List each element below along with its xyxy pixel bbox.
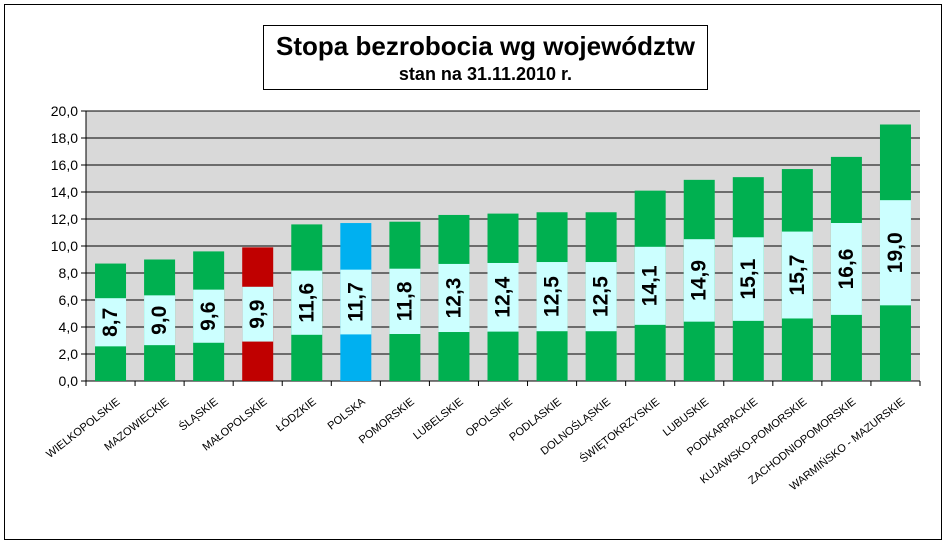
chart-subtitle: stan na 31.11.2010 r. [398, 64, 573, 84]
data-label: 19,0 [884, 232, 907, 273]
data-label: 12,4 [492, 277, 515, 318]
data-label-box [634, 246, 666, 325]
category-label: ŚWIĘTOKRZYSKIE [577, 395, 662, 465]
y-tick-label: 18,0 [51, 130, 78, 146]
category-label: LUBELSKIE [411, 396, 466, 442]
data-label: 11,6 [295, 283, 318, 323]
data-label: 9,0 [148, 306, 171, 335]
data-label: 14,9 [688, 260, 711, 301]
y-tick-label: 14,0 [51, 184, 78, 200]
y-tick-label: 12,0 [51, 211, 78, 227]
y-tick-label: 0,0 [59, 373, 79, 389]
data-label-box [683, 239, 715, 322]
chart-title: Stopa bezrobocia wg województw [276, 31, 695, 61]
data-label-box [830, 223, 862, 315]
data-label-box [389, 268, 421, 335]
data-label-box [879, 200, 911, 306]
category-label: ŁÓDZKIE [274, 395, 319, 434]
y-tick-label: 8,0 [59, 265, 79, 281]
data-label-box [340, 269, 372, 335]
data-label: 14,1 [639, 265, 662, 306]
data-label-box [536, 262, 568, 332]
data-label: 9,9 [246, 300, 269, 329]
data-label: 12,5 [590, 276, 613, 317]
data-label-box [95, 298, 127, 347]
data-label: 11,7 [344, 282, 367, 322]
data-label: 15,7 [786, 255, 809, 296]
data-label-box [144, 295, 176, 346]
y-tick-label: 20,0 [51, 103, 78, 119]
y-tick-label: 4,0 [59, 319, 79, 335]
data-label: 8,7 [99, 308, 122, 337]
data-label: 16,6 [835, 249, 858, 290]
y-tick-label: 6,0 [59, 292, 79, 308]
data-label-box [487, 262, 519, 332]
data-label-box [438, 263, 470, 333]
data-label-box [585, 262, 617, 332]
data-label: 15,1 [737, 258, 760, 299]
data-label: 12,5 [541, 276, 564, 317]
category-label: ŚLĄSKIE [176, 395, 220, 433]
y-tick-label: 10,0 [51, 238, 78, 254]
data-label-box [193, 289, 225, 343]
category-label: OPOLSKIE [464, 396, 515, 440]
y-tick-label: 2,0 [59, 346, 79, 362]
data-label-box [732, 237, 764, 321]
category-label: POLSKA [326, 396, 369, 433]
y-tick-label: 16,0 [51, 157, 78, 173]
title-box: Stopa bezrobocia wg województw stan na 3… [263, 25, 708, 90]
category-label: LUBUSKIE [661, 396, 711, 439]
data-label: 11,8 [393, 281, 416, 321]
data-label: 12,3 [442, 278, 465, 319]
data-label-box [781, 231, 813, 319]
data-label-box [242, 286, 274, 342]
data-label-box [291, 270, 323, 335]
data-label: 9,6 [197, 302, 220, 331]
